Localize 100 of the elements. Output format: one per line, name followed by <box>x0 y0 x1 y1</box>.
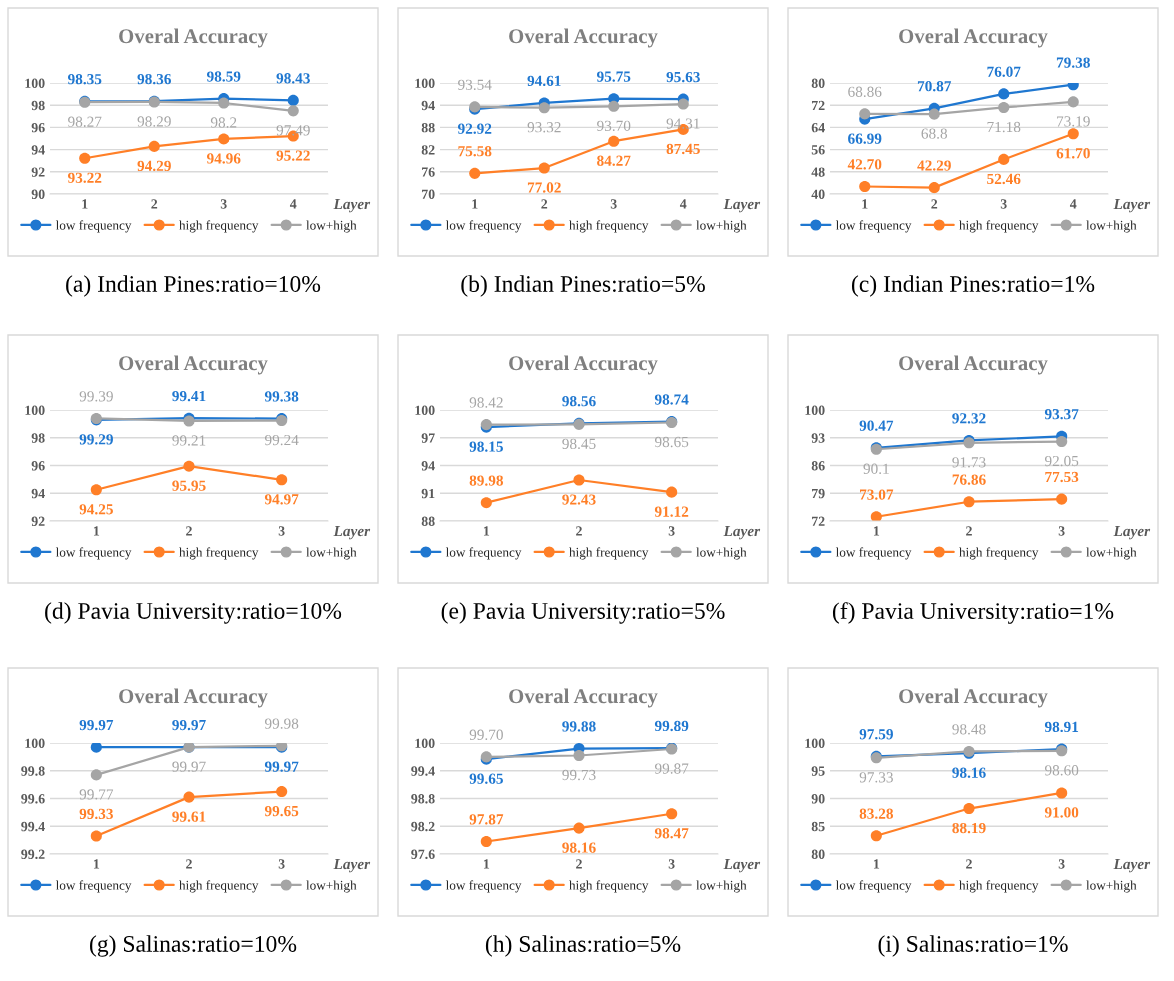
x-axis-title: Layer <box>333 525 371 540</box>
y-tick-label: 97 <box>421 433 435 443</box>
data-label: 99.97 <box>172 761 206 772</box>
data-label: 92.05 <box>1044 455 1079 467</box>
data-label: 99.41 <box>172 390 206 402</box>
x-axis-title: Layer <box>333 858 371 873</box>
y-tick-label: 90 <box>31 189 45 199</box>
x-tick-label: 3 <box>1058 526 1065 536</box>
data-label: 99.24 <box>264 434 299 446</box>
data-label: 99.65 <box>264 805 299 817</box>
legend-label: low frequency <box>445 880 522 893</box>
y-tick-label: 72 <box>812 100 825 111</box>
x-tick-label: 2 <box>186 859 192 869</box>
data-label: 68.86 <box>848 86 882 97</box>
legend-label: high frequency <box>179 547 259 560</box>
y-tick-label: 100 <box>25 405 45 415</box>
legend-label: low+high <box>1086 220 1137 233</box>
data-label: 98.74 <box>654 394 689 405</box>
x-tick-label: 3 <box>1000 199 1007 209</box>
x-tick-label: 2 <box>966 859 972 869</box>
data-label: 76.86 <box>952 474 986 485</box>
data-label: 76.07 <box>987 66 1021 77</box>
data-label: 98.16 <box>952 767 986 778</box>
y-tick-label: 94 <box>31 488 45 499</box>
x-tick-label: 2 <box>186 526 192 536</box>
data-label: 98.60 <box>1044 765 1079 776</box>
text: (b) Indian Pines:ratio=5% <box>461 275 705 297</box>
y-tick-label: 92 <box>31 516 45 526</box>
data-label: 95.22 <box>276 150 310 161</box>
x-tick-label: 4 <box>1069 199 1077 209</box>
data-label: 42.70 <box>847 159 882 170</box>
data-label: 77.02 <box>527 182 561 193</box>
y-tick-label: 97.6 <box>411 849 435 860</box>
data-label: 95.95 <box>172 480 206 491</box>
y-tick-label: 94 <box>421 461 435 471</box>
y-tick-label: 72 <box>812 516 825 526</box>
data-label: 98.47 <box>654 828 689 839</box>
chart-title: Overal Accuracy <box>509 688 658 708</box>
data-label: 95.75 <box>596 71 631 82</box>
text: (e) Pavia University:ratio=5% <box>441 602 725 624</box>
y-tick-label: 40 <box>811 189 825 199</box>
legend-label: low+high <box>306 547 357 560</box>
legend-label: high frequency <box>959 880 1039 893</box>
legend-label: high frequency <box>959 220 1039 233</box>
data-label: 97.59 <box>859 729 893 740</box>
chart-title: Overal Accuracy <box>509 28 658 48</box>
x-tick-label: 1 <box>93 526 100 536</box>
legend-label: high frequency <box>569 547 649 560</box>
data-label: 91.73 <box>952 457 986 468</box>
data-label: 90.47 <box>859 420 894 431</box>
data-label: 95.63 <box>666 71 700 83</box>
y-tick-label: 100 <box>805 738 825 748</box>
data-label: 98.2 <box>210 117 237 128</box>
x-tick-label: 3 <box>278 859 285 869</box>
x-tick-label: 3 <box>278 526 285 536</box>
y-tick-label: 98 <box>31 100 45 111</box>
text: (i) Salinas:ratio=1% <box>878 935 1068 957</box>
legend-label: high frequency <box>179 220 259 233</box>
data-label: 94.29 <box>137 160 171 172</box>
data-label: 92.43 <box>562 494 596 505</box>
data-label: 71.18 <box>987 121 1021 133</box>
x-tick-label: 1 <box>873 526 880 536</box>
y-tick-label: 99.4 <box>411 766 435 776</box>
y-tick-label: 96 <box>31 461 45 471</box>
legend-label: low frequency <box>835 880 912 893</box>
text: (a) Indian Pines:ratio=10% <box>66 275 321 297</box>
text: (h) Salinas:ratio=5% <box>485 935 681 957</box>
data-label: 77.53 <box>1045 471 1079 483</box>
data-label: 93.70 <box>597 120 631 132</box>
data-label: 87.45 <box>666 143 700 155</box>
data-label: 99.39 <box>79 391 113 402</box>
data-label: 93.54 <box>458 79 492 90</box>
data-label: 73.19 <box>1057 116 1090 127</box>
data-label: 90.1 <box>863 463 889 474</box>
data-label: 98.45 <box>562 438 596 450</box>
data-label: 99.97 <box>172 719 206 731</box>
y-tick-label: 85 <box>811 821 825 832</box>
x-tick-label: 3 <box>668 526 675 536</box>
y-tick-label: 88 <box>421 516 435 526</box>
y-tick-label: 94 <box>31 145 45 155</box>
x-tick-label: 1 <box>93 859 100 869</box>
x-tick-label: 2 <box>576 526 582 536</box>
data-label: 89.98 <box>469 475 504 486</box>
data-label: 94.61 <box>527 75 561 87</box>
y-tick-label: 100 <box>25 738 45 748</box>
y-tick-label: 70 <box>422 189 435 199</box>
x-tick-label: 3 <box>220 199 227 209</box>
y-tick-label: 82 <box>421 145 435 155</box>
legend-label: low+high <box>1086 547 1137 560</box>
data-label: 94.31 <box>666 118 700 129</box>
y-tick-label: 92 <box>31 167 45 177</box>
x-tick-label: 2 <box>966 526 972 536</box>
data-label: 98.91 <box>1044 721 1079 733</box>
data-label: 99.29 <box>79 434 113 445</box>
data-label: 84.27 <box>597 155 631 166</box>
legend-label: low frequency <box>55 880 132 893</box>
y-tick-label: 88 <box>421 122 435 133</box>
y-tick-label: 99.8 <box>21 766 45 776</box>
x-axis-title: Layer <box>723 525 761 540</box>
data-label: 94.25 <box>79 504 113 515</box>
